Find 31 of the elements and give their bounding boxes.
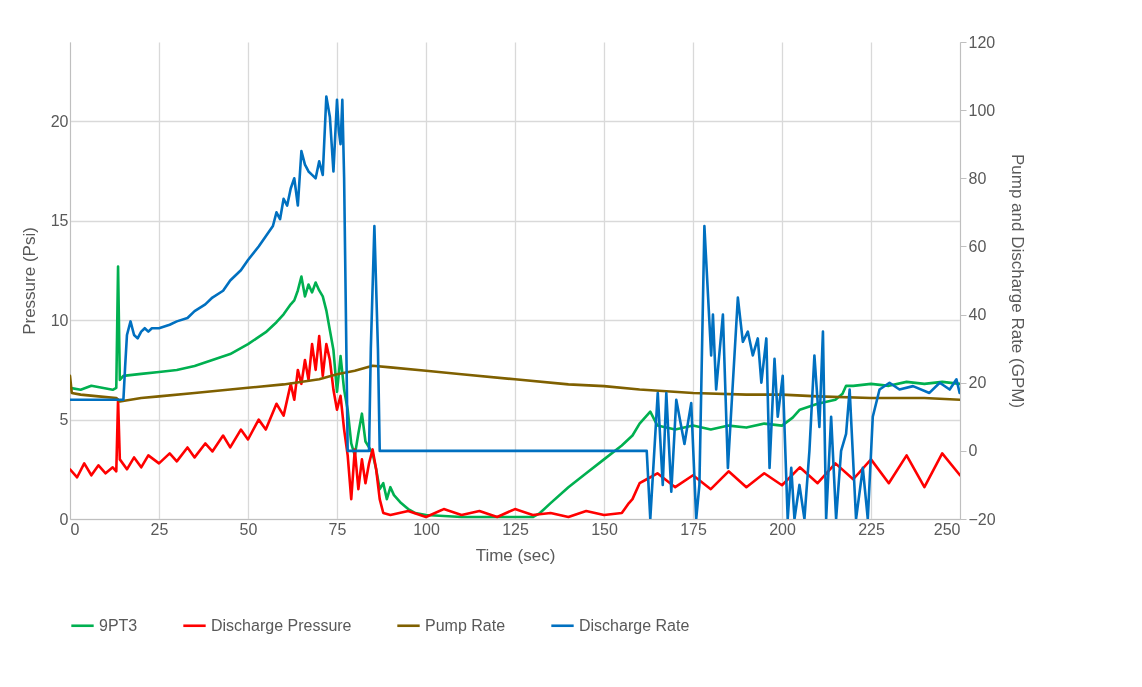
legend-label: Pump Rate (425, 616, 506, 634)
y2-tick-label: −20 (968, 510, 996, 528)
x-tick-label: 50 (239, 520, 258, 538)
y-tick-label: 20 (50, 113, 69, 130)
y2-tick-label: 100 (968, 101, 996, 119)
x-tick-label: 125 (502, 520, 529, 538)
x-axis-title: Time (sec) (475, 545, 556, 565)
y2-tick-label: 20 (968, 374, 987, 392)
y2-tick-label: 0 (968, 442, 978, 460)
x-tick-label: 75 (328, 520, 347, 538)
x-tick-label: 175 (680, 520, 707, 538)
line-series (70, 364, 960, 403)
x-tick-label: 100 (413, 520, 440, 538)
y-tick-label: 5 (59, 411, 69, 429)
x-tick-label: 250 (933, 520, 961, 538)
x-tick-label: 25 (150, 520, 169, 538)
y-tick-label: 10 (50, 311, 69, 329)
y-tick-label: 15 (50, 212, 69, 230)
y2-tick-label: 40 (968, 306, 987, 324)
legend-label: Discharge Rate (579, 616, 690, 634)
legend-label: Discharge Pressure (211, 616, 352, 634)
x-tick-label: 150 (591, 520, 618, 538)
y2-axis-title: Pump and Discharge Rate (GPM) (1007, 153, 1027, 409)
y-axis-title: Pressure (Psi) (19, 227, 39, 335)
legend-label: 9PT3 (99, 616, 138, 634)
x-tick-label: 225 (858, 520, 885, 538)
y2-tick-label: 120 (968, 33, 996, 51)
y2-tick-label: 60 (968, 237, 987, 255)
x-tick-label: 0 (70, 520, 80, 538)
x-tick-label: 200 (769, 520, 796, 538)
y2-tick-label: 80 (968, 169, 987, 187)
